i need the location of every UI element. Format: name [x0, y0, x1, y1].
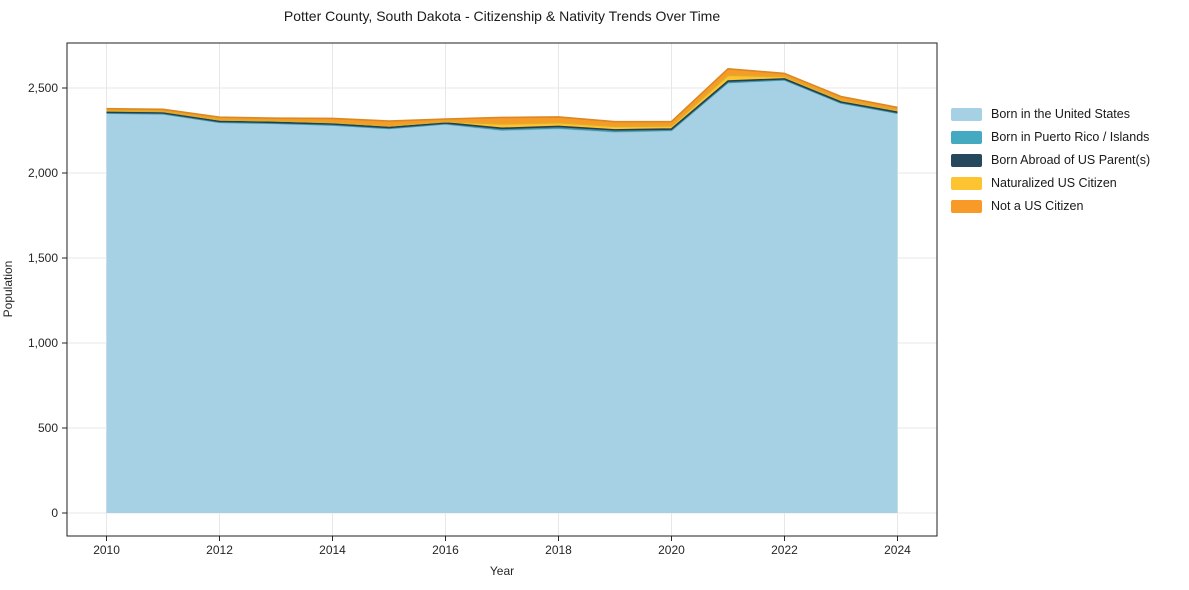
x-tick-label: 2020 — [658, 543, 685, 557]
x-tick-label: 2018 — [545, 543, 572, 557]
y-tick-label: 500 — [38, 421, 58, 435]
x-tick-label: 2014 — [319, 543, 346, 557]
legend-label: Born Abroad of US Parent(s) — [991, 153, 1151, 167]
x-tick-label: 2016 — [432, 543, 459, 557]
legend-item-not-citizen: Not a US Citizen — [951, 199, 1150, 214]
plot-border — [66, 42, 938, 537]
y-axis-label: Population — [1, 260, 15, 318]
x-tick-label: 2022 — [771, 543, 798, 557]
legend-item-naturalized: Naturalized US Citizen — [951, 176, 1150, 191]
legend-swatch-born-us — [951, 108, 982, 121]
legend-label: Born in Puerto Rico / Islands — [991, 130, 1150, 144]
y-tick-label: 1,500 — [28, 251, 58, 265]
tick-labels: 2010 2012 2014 2016 2018 2020 2022 2024 0 500 1,00… — [28, 81, 911, 557]
x-tick-label: 2010 — [93, 543, 120, 557]
x-tick-label: 2012 — [206, 543, 233, 557]
y-tick-label: 2,500 — [28, 81, 58, 95]
legend-swatch-not-citizen — [951, 200, 982, 213]
legend-item-born-us: Born in the United States — [951, 107, 1150, 122]
legend-label: Not a US Citizen — [991, 199, 1084, 213]
plot-area: 2010 2012 2014 2016 2018 2020 2022 2024 0 500 1,00… — [28, 42, 938, 557]
stacked-area-plot: 2010 2012 2014 2016 2018 2020 2022 2024 0 500 1,00… — [28, 42, 938, 557]
x-axis-label: Year — [489, 564, 515, 578]
area-edge-1 — [106, 78, 898, 133]
chart-title: Potter County, South Dakota - Citizenshi… — [283, 8, 721, 24]
legend-swatch-born-abroad — [951, 154, 982, 167]
y-tick-label: 0 — [51, 506, 58, 520]
legend-item-born-pr: Born in Puerto Rico / Islands — [951, 130, 1150, 145]
area-edge-2 — [106, 78, 898, 131]
legend-swatch-born-pr — [951, 131, 982, 144]
area-edge-3 — [106, 74, 898, 128]
legend: Born in the United States Born in Puerto… — [951, 107, 1150, 214]
area-edge-4 — [106, 68, 898, 123]
axis-ticks — [62, 87, 899, 541]
area-series-0 — [106, 79, 898, 514]
x-tick-label: 2024 — [884, 543, 911, 557]
legend-label: Born in the United States — [991, 107, 1130, 121]
y-tick-label: 1,000 — [28, 336, 58, 350]
legend-label: Naturalized US Citizen — [991, 176, 1117, 190]
y-tick-label: 2,000 — [28, 166, 58, 180]
legend-swatch-naturalized — [951, 177, 982, 190]
legend-item-born-abroad: Born Abroad of US Parent(s) — [951, 153, 1150, 168]
